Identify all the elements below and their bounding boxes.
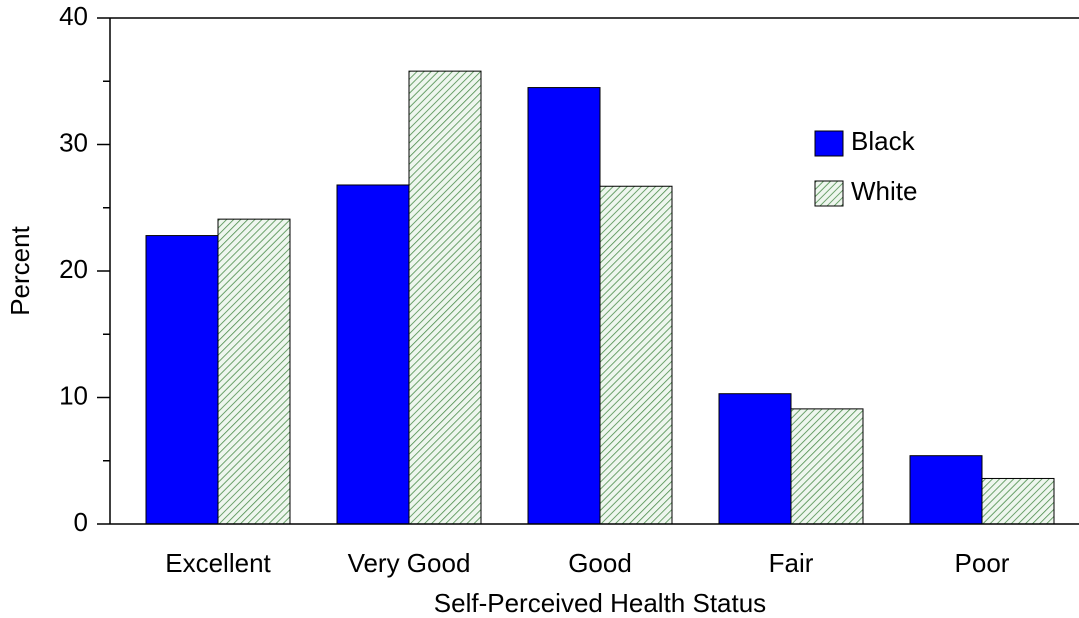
x-tick-label: Good: [568, 548, 632, 578]
y-tick-label: 10: [59, 380, 88, 410]
bar: [336, 184, 410, 525]
bar: [599, 185, 673, 525]
bar: [790, 408, 864, 525]
x-axis-label: Self-Perceived Health Status: [434, 588, 766, 618]
legend-swatch: [814, 130, 844, 157]
y-axis-label: Percent: [5, 225, 35, 315]
bar: [527, 87, 601, 525]
legend-swatch: [814, 180, 844, 207]
bar: [408, 70, 482, 525]
y-tick-label: 0: [74, 507, 88, 537]
legend-label: White: [851, 176, 917, 206]
bar: [217, 218, 291, 525]
x-tick-label: Very Good: [348, 548, 471, 578]
bar: [981, 477, 1055, 525]
y-tick-label: 30: [59, 127, 88, 157]
x-tick-label: Excellent: [165, 548, 271, 578]
x-tick-label: Fair: [769, 548, 814, 578]
y-tick-label: 40: [59, 1, 88, 31]
bar: [909, 455, 983, 525]
legend-label: Black: [851, 126, 916, 156]
bar: [145, 235, 219, 525]
y-tick-label: 20: [59, 254, 88, 284]
x-tick-label: Poor: [955, 548, 1010, 578]
bar: [718, 393, 792, 525]
